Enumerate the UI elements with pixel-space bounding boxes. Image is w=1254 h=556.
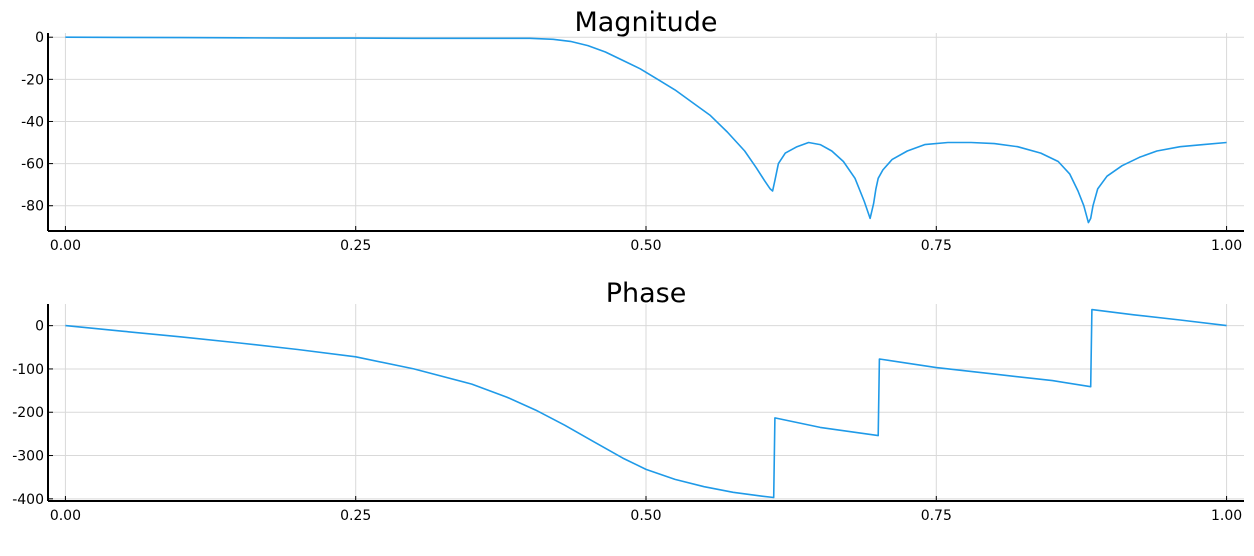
- phase-y-tick-label: -300: [12, 449, 44, 465]
- magnitude-y-tick-label: -80: [21, 199, 44, 215]
- phase-y-tick-label: 0: [35, 319, 44, 335]
- magnitude-y-ticks: 0 -20 -40 -60 -80: [21, 30, 53, 215]
- magnitude-y-tick-label: -40: [21, 114, 44, 130]
- phase-grid: [48, 304, 1244, 501]
- phase-y-tick-label: -400: [12, 492, 44, 508]
- magnitude-y-tick-label: 0: [35, 30, 44, 46]
- phase-y-ticks: 0 -100 -200 -300 -400: [12, 319, 53, 508]
- phase-x-tick-label: 1.00: [1211, 508, 1242, 524]
- phase-x-tick-label: 0.75: [921, 508, 952, 524]
- magnitude-x-tick-label: 0.50: [630, 238, 661, 254]
- phase-title: Phase: [606, 278, 687, 309]
- phase-x-tick-label: 0.25: [340, 508, 371, 524]
- phase-x-tick-label: 0.50: [630, 508, 661, 524]
- magnitude-panel: Magnitude 0.00 0.25 0.50 0.75 1.00 0 -20 -40 -6…: [21, 7, 1244, 254]
- phase-panel: Phase 0.00 0.25 0.50 0.75 1.00 0 -100 -200 -300…: [12, 278, 1244, 524]
- phase-series-line: [65, 308, 1227, 499]
- magnitude-y-tick-label: -20: [21, 72, 44, 88]
- magnitude-x-tick-label: 0.25: [340, 238, 371, 254]
- magnitude-series-line: [65, 36, 1227, 224]
- magnitude-title: Magnitude: [574, 7, 717, 38]
- magnitude-x-tick-label: 0.00: [50, 238, 81, 254]
- magnitude-y-tick-label: -60: [21, 157, 44, 173]
- magnitude-x-tick-label: 1.00: [1211, 238, 1242, 254]
- magnitude-series: [65, 36, 1227, 224]
- magnitude-x-tick-label: 0.75: [921, 238, 952, 254]
- phase-y-tick-label: -100: [12, 362, 44, 378]
- phase-x-tick-label: 0.00: [50, 508, 81, 524]
- magnitude-grid: [48, 33, 1244, 231]
- phase-series: [65, 308, 1227, 499]
- magnitude-x-ticks: 0.00 0.25 0.50 0.75 1.00: [50, 226, 1242, 254]
- phase-y-tick-label: -200: [12, 405, 44, 421]
- phase-x-ticks: 0.00 0.25 0.50 0.75 1.00: [50, 496, 1242, 524]
